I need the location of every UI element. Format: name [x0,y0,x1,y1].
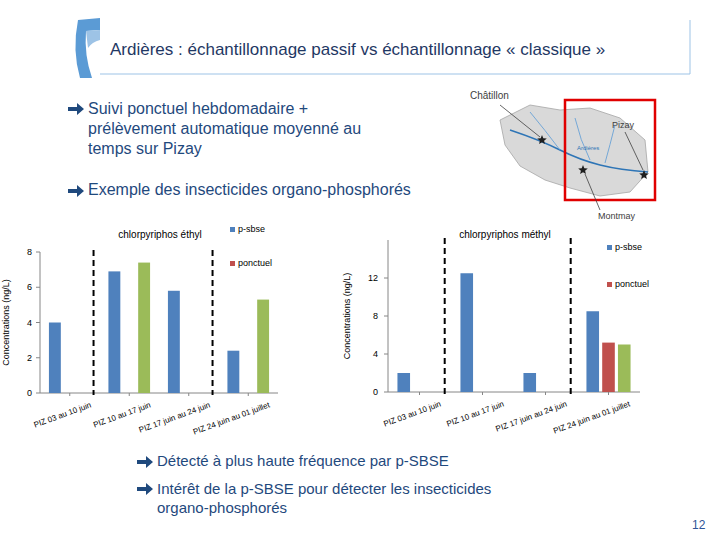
x-tick [188,393,189,396]
x-tick [545,392,546,395]
page-number: 12 [692,518,705,532]
y-tick [36,287,40,288]
map: Châtillon Pizay Ardières Montmay [470,90,655,221]
x-tick-label: PIZ 03 au 10 juin [382,399,442,428]
logo-accent [86,30,100,48]
y-tick-label: 12 [368,273,378,283]
chart-title: chlorpyriphos méthyl [459,229,551,240]
bar [618,345,631,393]
legend-swatch [607,245,612,250]
y-tick [36,322,40,323]
bar [602,343,615,392]
y-axis-label: Concentrations (ng/L) [1,279,11,366]
bars [49,263,269,393]
map-area [500,105,648,196]
y-tick [384,278,388,279]
y-tick-label: 0 [27,388,32,398]
legend-swatch [607,282,612,287]
y-tick-label: 4 [27,318,32,328]
y-tick [36,393,40,394]
title-rule [690,20,691,74]
bar [460,273,473,392]
bar [397,373,410,392]
x-tick [608,392,609,395]
map-label: Pizay [612,120,635,130]
slide-title: Ardières : échantillonnage passif vs éch… [110,40,605,60]
bar [227,351,239,393]
legend-label: ponctuel [615,279,649,289]
legend-label: ponctuel [238,258,272,268]
callout-line [500,105,540,137]
tributary [530,112,615,163]
bullet-arrow [137,483,153,495]
x-tick-label: PIZ 24 juin au 01 juillet [552,399,632,435]
y-tick-label: 4 [373,349,378,359]
conclusion-text: Détecté à plus haute fréquence par p-SBS… [157,452,449,469]
chart: chlorpyriphos méthyl Concentrations (ng/L… [342,229,649,436]
legend-swatch [230,261,235,266]
bar [49,323,61,394]
chart-title: chlorpyriphos éthyl [118,229,201,240]
y-tick [36,357,40,358]
x-tick [482,392,483,395]
y-tick-label: 8 [373,311,378,321]
conclusion-text: Intérêt de la p-SBSE pour détecter les i… [157,479,547,517]
separator [212,250,214,395]
x-tick [419,392,420,395]
site-star [639,170,649,179]
y-tick-label: 6 [27,282,32,292]
legend-label: p-sbse [238,224,265,234]
map-label: Châtillon [470,90,509,101]
bar [523,373,536,392]
bar [586,311,599,392]
y-tick [384,354,388,355]
separator [570,238,572,394]
title-rule [100,74,690,75]
bullet-arrow [68,103,84,115]
bullet-text: Suivi ponctuel hebdomadaire + prélèvemen… [88,99,378,159]
x-tick [129,393,130,396]
x-tick-label: PIZ 24 juin au 01 juillet [192,400,272,436]
y-axis-label: Concentrations (ng/L) [342,273,352,360]
separator [444,238,446,394]
logo [75,18,100,78]
pizay-highlight [565,100,655,200]
x-tick-label: PIZ 03 au 10 juin [33,400,93,429]
y-tick-label: 2 [27,353,32,363]
x-axis [40,393,278,394]
y-tick-label: 8 [27,247,32,257]
map-label: Montmay [598,211,636,221]
legend-label: p-sbse [615,242,642,252]
bullet-arrow [68,185,84,197]
bars [397,273,630,392]
bar [168,291,180,393]
bullet-arrow [137,456,153,468]
site-star [578,165,588,174]
river [510,130,648,172]
bar [64,393,76,394]
bullet-text: Exemple des insecticides organo-phosphor… [88,181,411,199]
x-tick [69,393,70,396]
separator [93,250,95,395]
x-tick [248,393,249,396]
chart: chlorpyriphos éthyl Concentrations (ng/L)… [1,224,278,437]
y-tick [384,392,388,393]
bar [183,393,195,394]
callout-line [625,132,643,170]
y-tick-label: 0 [373,387,378,397]
bar [138,263,150,393]
bar [257,300,269,393]
legend-swatch [230,227,235,232]
callout-line [585,174,600,210]
map-label: Ardières [577,145,599,151]
y-tick [384,316,388,317]
bar [108,271,120,393]
y-tick [36,252,40,253]
